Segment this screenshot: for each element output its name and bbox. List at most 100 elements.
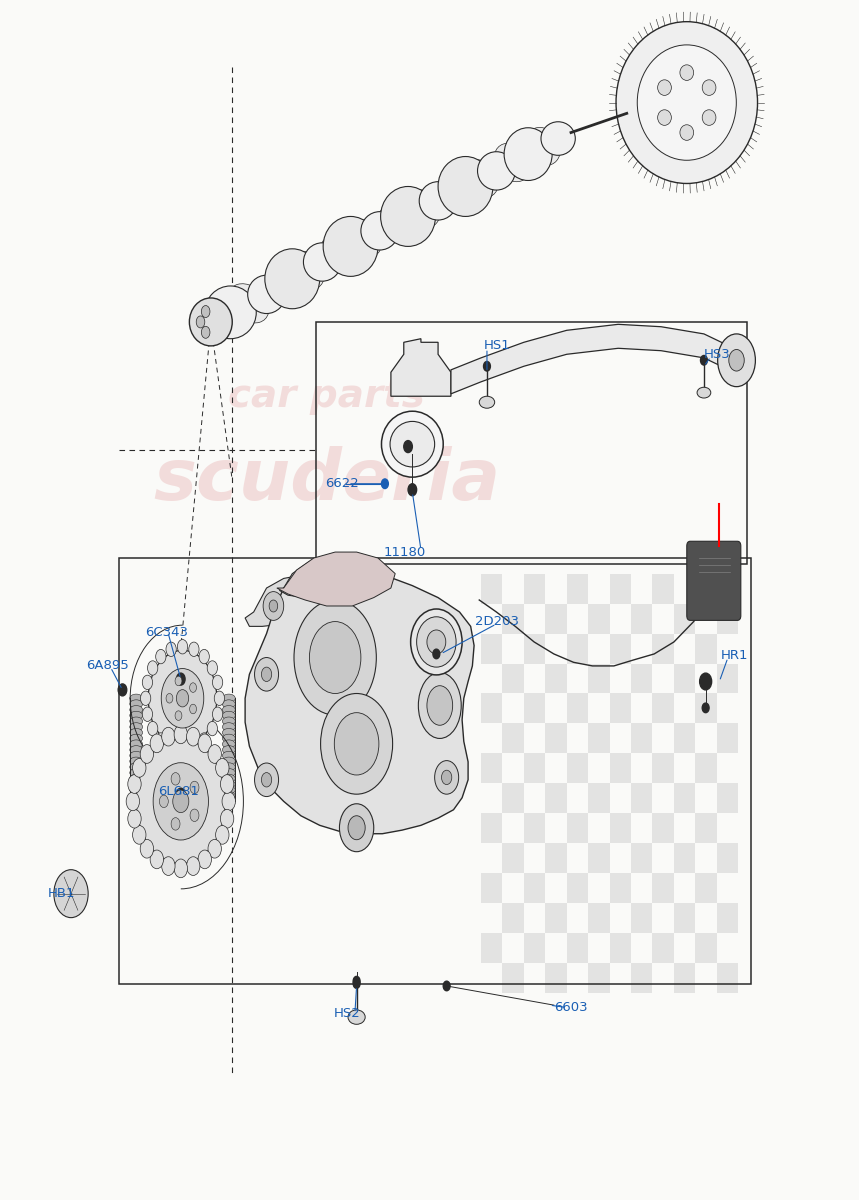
Bar [545,724,567,754]
Bar [545,964,567,994]
Circle shape [699,673,711,690]
Circle shape [261,773,271,787]
Circle shape [128,809,141,828]
Bar [567,754,588,784]
Ellipse shape [130,763,143,772]
Ellipse shape [436,175,467,212]
Bar [588,664,610,694]
Ellipse shape [247,275,285,313]
Bar [674,724,695,754]
Ellipse shape [265,268,295,305]
Text: HS3: HS3 [704,348,731,361]
Ellipse shape [222,700,235,708]
Circle shape [700,355,707,365]
Bar [674,604,695,634]
Circle shape [408,484,417,496]
Ellipse shape [390,421,435,467]
Bar [653,694,674,724]
Circle shape [128,775,141,793]
Ellipse shape [130,774,143,782]
Bar [695,874,716,904]
Bar [631,784,653,814]
Circle shape [208,745,222,763]
Circle shape [353,979,360,989]
Circle shape [404,440,412,452]
Circle shape [196,316,204,328]
Bar [545,784,567,814]
Bar [674,664,695,694]
Ellipse shape [130,786,143,794]
Bar [653,574,674,604]
Text: scuderia: scuderia [153,445,500,515]
Ellipse shape [463,160,498,198]
Bar [588,844,610,874]
Bar [716,904,738,934]
Circle shape [166,694,173,703]
Circle shape [119,684,127,696]
Circle shape [177,640,187,654]
Circle shape [728,349,744,371]
Circle shape [140,839,154,858]
Bar [653,934,674,964]
Circle shape [216,826,229,845]
Bar [695,754,716,784]
Bar [588,604,610,634]
Ellipse shape [130,706,143,714]
Circle shape [153,763,209,840]
Circle shape [176,788,185,800]
Circle shape [126,792,139,811]
Circle shape [174,859,187,877]
Bar [481,634,503,664]
Ellipse shape [130,716,143,725]
Polygon shape [279,554,387,605]
Bar [503,904,524,934]
Bar [481,934,503,964]
Polygon shape [245,576,301,626]
Polygon shape [391,338,451,396]
Circle shape [208,839,222,858]
Circle shape [381,479,388,488]
Bar [545,664,567,694]
Circle shape [263,592,283,620]
Text: 6L681: 6L681 [158,785,198,798]
Circle shape [150,850,163,869]
Bar [503,724,524,754]
Ellipse shape [541,121,576,155]
FancyBboxPatch shape [687,541,740,620]
Ellipse shape [290,251,325,289]
Ellipse shape [303,242,341,281]
Ellipse shape [222,712,235,720]
Bar [631,664,653,694]
Bar [524,874,545,904]
Bar [695,814,716,844]
Circle shape [148,661,158,676]
Bar [503,784,524,814]
Circle shape [214,691,224,706]
Circle shape [190,683,197,692]
Circle shape [339,804,374,852]
Ellipse shape [130,768,143,776]
Circle shape [199,649,210,664]
Ellipse shape [130,740,143,749]
Ellipse shape [526,127,560,166]
Circle shape [155,649,166,664]
Circle shape [166,642,176,656]
Polygon shape [451,324,734,394]
Polygon shape [277,552,395,606]
Bar [567,634,588,664]
Circle shape [186,857,200,876]
Text: 11180: 11180 [384,546,426,558]
Ellipse shape [222,694,235,702]
Ellipse shape [222,722,235,731]
Bar [610,754,631,784]
Circle shape [484,361,490,371]
Circle shape [150,734,163,752]
Bar [524,634,545,664]
Bar [503,844,524,874]
Bar [567,574,588,604]
Ellipse shape [130,734,143,743]
Ellipse shape [616,22,758,184]
Circle shape [254,763,278,797]
Text: 6603: 6603 [554,1001,588,1014]
Bar [588,964,610,994]
